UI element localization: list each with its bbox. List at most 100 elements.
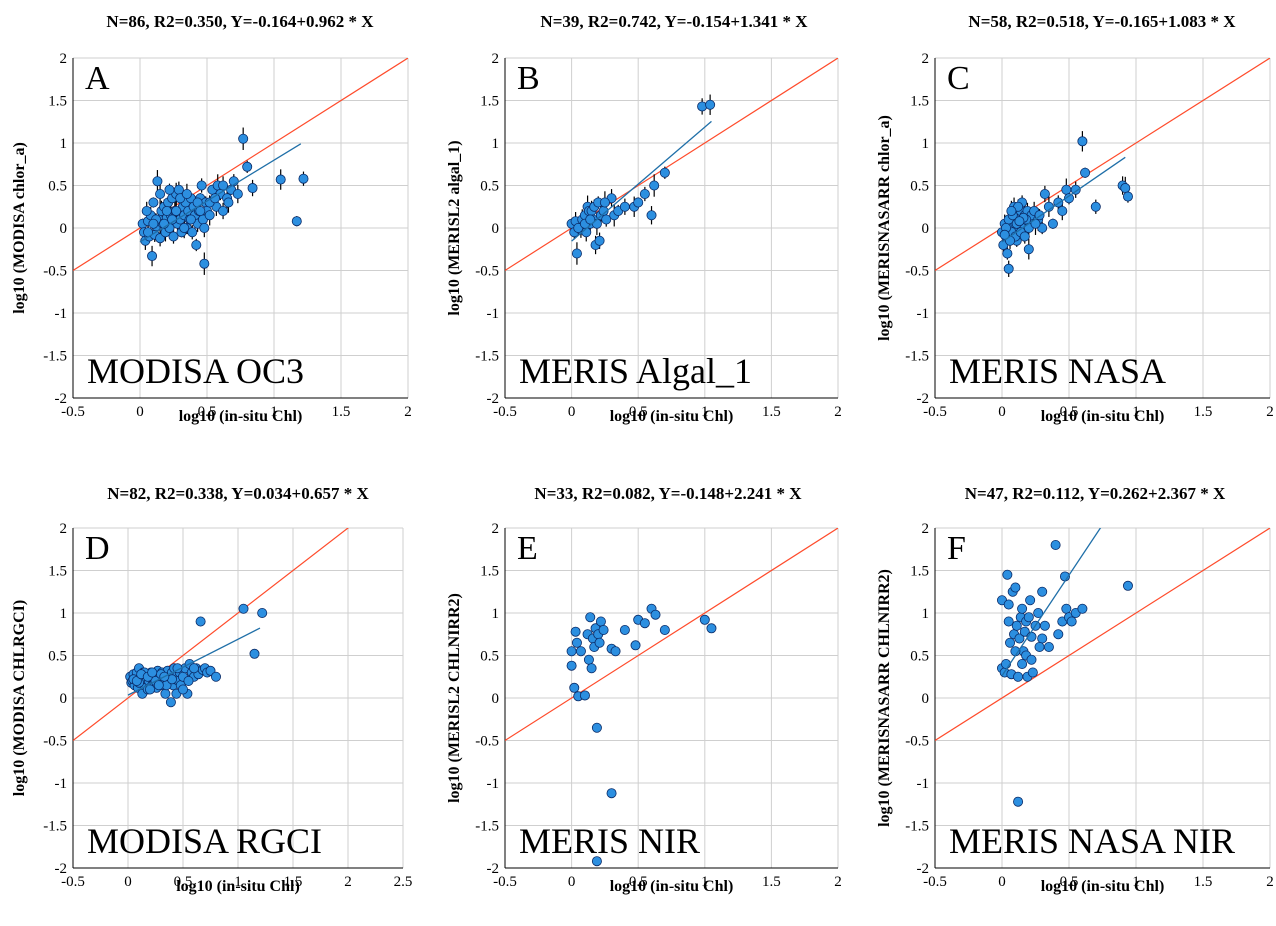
x-tick-label: 0 (568, 874, 576, 890)
data-point (1039, 188, 1050, 199)
data-point (247, 183, 258, 194)
panel-title-c: N=58, R2=0.518, Y=-0.165+1.083 * X (968, 12, 1236, 31)
data-point (218, 180, 229, 191)
data-point (571, 248, 582, 259)
data-point (630, 640, 641, 651)
data-point (191, 239, 202, 250)
data-point (1037, 586, 1048, 597)
y-tick-label: 1 (60, 136, 68, 152)
data-point (1070, 184, 1081, 195)
data-point (610, 646, 621, 657)
data-point (223, 197, 234, 208)
y-tick-label: -2 (487, 861, 500, 877)
y-tick-label: 1.5 (480, 564, 499, 580)
y-tick-label: 0 (922, 691, 930, 707)
data-point (1013, 796, 1024, 807)
data-point (148, 218, 159, 229)
x-tick-label: 0.5 (174, 874, 193, 890)
x-axis-label-e: log10 (in-situ Chl) (609, 878, 734, 895)
data-point (1023, 612, 1034, 623)
y-tick-label: 2 (60, 521, 68, 537)
y-axis-label-c: log10 (MERISNASARR chlor_a) (876, 115, 893, 341)
data-point (165, 697, 176, 708)
panel-b: -0.5 0 0.5 1 1.5 2 -2 -1.5 -1 -0.5 0 0.5 1 1.5 2 (475, 51, 842, 420)
fit-line (1001, 528, 1102, 677)
data-point (601, 214, 612, 225)
x-tick-label: 2 (404, 404, 412, 420)
data-point (199, 258, 210, 269)
fit-line (1001, 156, 1126, 243)
data-point (183, 676, 194, 687)
x-axis-label-c: log10 (in-situ Chl) (1040, 408, 1165, 425)
one-to-one-line (73, 528, 349, 741)
x-tick-label: -0.5 (923, 404, 947, 420)
data-point (1014, 216, 1025, 227)
data-point (1019, 626, 1030, 637)
data-point (1025, 595, 1036, 606)
x-tick-label: -0.5 (61, 874, 85, 890)
data-point (1077, 603, 1088, 614)
data-point (160, 688, 171, 699)
x-axis-label-d: log10 (in-situ Chl) (176, 878, 300, 895)
data-point (1037, 633, 1048, 644)
x-tick-label: 1.5 (762, 874, 781, 890)
y-tick-label: 2 (492, 521, 500, 537)
data-point (210, 671, 221, 682)
x-tick-label: 1.5 (284, 874, 303, 890)
fit-line (139, 143, 302, 243)
one-to-one-line (505, 58, 838, 272)
x-tick-label: 2 (344, 874, 352, 890)
x-tick-label: 1 (701, 874, 709, 890)
data-point (619, 625, 630, 636)
data-point (1043, 642, 1054, 653)
data-point (1061, 184, 1072, 195)
data-point (238, 603, 249, 614)
y-tick-label: -2 (487, 391, 500, 407)
data-point (1013, 671, 1024, 682)
x-tick-label: 1.5 (762, 404, 781, 420)
y-tick-label: 0.5 (480, 649, 499, 665)
data-point (1003, 263, 1014, 274)
data-point (187, 227, 198, 238)
fit-line (571, 120, 712, 242)
data-point (594, 235, 605, 246)
panel-title-d: N=82, R2=0.338, Y=0.034+0.657 * X (107, 484, 369, 503)
data-point (1003, 616, 1014, 627)
x-tick-label: 0.5 (198, 404, 217, 420)
data-point (1014, 633, 1025, 644)
data-point (585, 214, 596, 225)
x-tick-label: 0.5 (629, 874, 648, 890)
one-to-one-line (935, 58, 1270, 272)
data-point (697, 101, 708, 112)
y-tick-label: 1.5 (480, 94, 499, 110)
y-tick-label: -1 (487, 306, 500, 322)
y-tick-label: -1.5 (43, 349, 67, 365)
panel-letter-d: D (85, 530, 110, 567)
data-point (649, 180, 660, 191)
data-point (586, 663, 597, 674)
data-point (1011, 620, 1022, 631)
data-point (298, 173, 309, 184)
x-tick-label: 1 (701, 404, 709, 420)
data-point (566, 660, 577, 671)
y-tick-label: 0 (60, 221, 68, 237)
data-point (147, 251, 158, 262)
y-axis-label-d: log10 (MODISA CHLRGCI) (11, 599, 28, 797)
y-axis-label-e: log10 (MERISL2 CHLNIRR2) (446, 593, 463, 803)
algorithm-label-e: MERIS NIR (519, 821, 701, 861)
x-axis-label-f: log10 (in-situ Chl) (1040, 878, 1165, 895)
y-tick-label: 0.5 (480, 179, 499, 195)
data-point (153, 680, 164, 691)
data-point (659, 167, 670, 178)
panel-letter-a: A (85, 60, 110, 97)
data-point (218, 205, 229, 216)
data-point (275, 174, 286, 185)
y-axis-label-f: log10 (MERISNASARR CHLNIRR2) (876, 569, 893, 827)
x-tick-label: 1.5 (1194, 404, 1213, 420)
data-point (192, 197, 203, 208)
panel-title-a: N=86, R2=0.350, Y=-0.164+0.962 * X (106, 12, 374, 31)
y-tick-label: -0.5 (475, 734, 499, 750)
y-tick-label: 1 (60, 606, 68, 622)
y-tick-label: -0.5 (43, 264, 67, 280)
data-point (1047, 218, 1058, 229)
